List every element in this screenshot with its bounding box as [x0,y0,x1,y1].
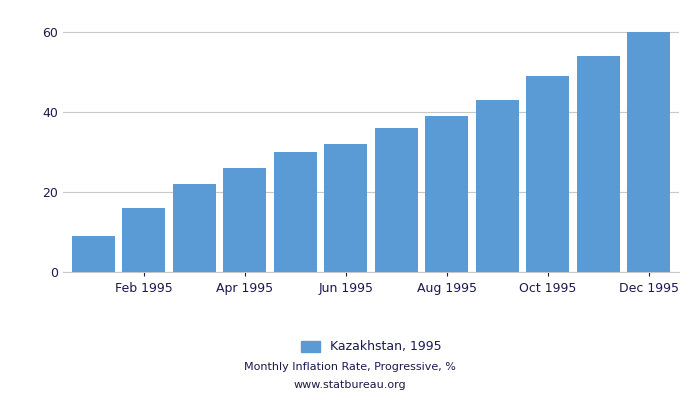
Bar [426,116,468,272]
Bar [627,32,670,272]
Bar [223,168,266,272]
Text: Monthly Inflation Rate, Progressive, %: Monthly Inflation Rate, Progressive, % [244,362,456,372]
Text: www.statbureau.org: www.statbureau.org [294,380,406,390]
Bar [122,208,165,272]
Bar [374,128,418,272]
Legend: Kazakhstan, 1995: Kazakhstan, 1995 [296,336,446,358]
Bar [526,76,569,272]
Bar [72,236,115,272]
Bar [324,144,368,272]
Bar [577,56,620,272]
Bar [476,100,519,272]
Bar [173,184,216,272]
Bar [274,152,316,272]
